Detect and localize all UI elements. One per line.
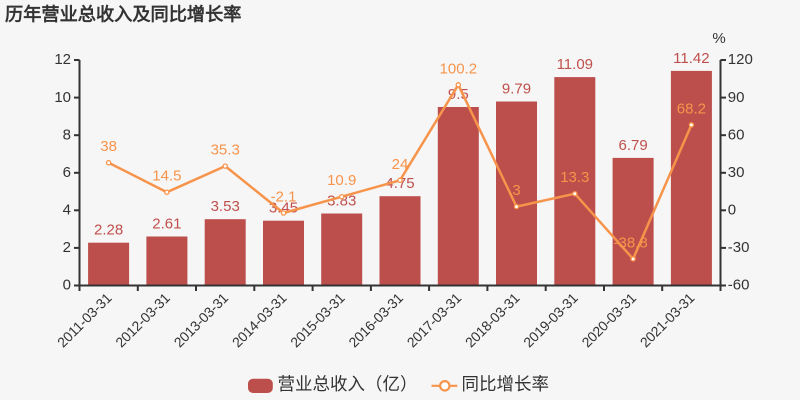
- svg-text:10.9: 10.9: [327, 172, 356, 189]
- svg-text:历年营业总收入及同比增长率: 历年营业总收入及同比增长率: [5, 4, 241, 25]
- svg-text:12: 12: [54, 51, 71, 68]
- svg-text:-2.1: -2.1: [271, 189, 297, 206]
- svg-text:3.45: 3.45: [269, 200, 298, 217]
- svg-text:38: 38: [100, 138, 117, 155]
- svg-text:9.5: 9.5: [448, 86, 469, 103]
- svg-text:60: 60: [728, 126, 745, 143]
- svg-text:-30: -30: [728, 239, 750, 256]
- svg-text:8: 8: [63, 126, 71, 143]
- svg-text:营业总收入（亿）: 营业总收入（亿）: [278, 374, 418, 394]
- svg-text:30: 30: [728, 164, 745, 181]
- svg-text:2.61: 2.61: [152, 216, 181, 233]
- svg-text:2.28: 2.28: [94, 222, 123, 239]
- svg-text:24: 24: [392, 156, 409, 173]
- svg-text:6: 6: [63, 164, 71, 181]
- svg-text:14.5: 14.5: [152, 168, 181, 185]
- svg-text:90: 90: [728, 89, 745, 106]
- svg-text:100.2: 100.2: [440, 60, 478, 77]
- svg-text:-60: -60: [728, 277, 750, 294]
- svg-text:3.53: 3.53: [211, 198, 240, 215]
- svg-text:11.09: 11.09: [557, 56, 593, 73]
- svg-text:3: 3: [512, 182, 520, 199]
- svg-text:2: 2: [63, 239, 71, 256]
- svg-text:3.83: 3.83: [327, 193, 356, 210]
- svg-text:6.79: 6.79: [618, 137, 647, 154]
- svg-text:13.3: 13.3: [560, 169, 589, 186]
- svg-text:4: 4: [63, 202, 71, 219]
- svg-text:0: 0: [63, 277, 71, 294]
- svg-text:0: 0: [728, 202, 736, 219]
- svg-text:%: %: [712, 30, 725, 47]
- svg-text:11.42: 11.42: [673, 50, 709, 67]
- svg-text:120: 120: [728, 51, 753, 68]
- svg-text:9.79: 9.79: [502, 81, 531, 98]
- svg-text:10: 10: [54, 89, 71, 106]
- svg-text:4.75: 4.75: [385, 175, 414, 192]
- svg-text:35.3: 35.3: [211, 142, 240, 159]
- svg-text:同比增长率: 同比增长率: [462, 374, 550, 394]
- svg-text:-38.8: -38.8: [613, 234, 647, 251]
- svg-text:68.2: 68.2: [677, 100, 706, 117]
